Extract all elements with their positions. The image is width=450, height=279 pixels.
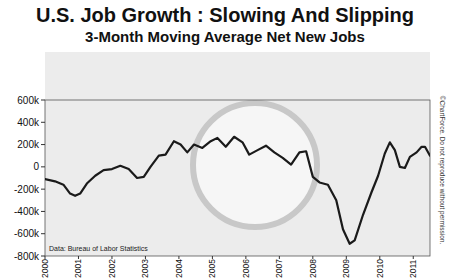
y-tick-label: -800k (14, 251, 40, 262)
plot-background (45, 52, 430, 256)
x-tick-label: 2007 (274, 259, 284, 278)
x-tick-label: 2001 (73, 259, 83, 278)
x-tick (145, 256, 146, 259)
x-tick-label: 2002 (107, 259, 117, 278)
y-tick-label: -200k (14, 184, 40, 195)
x-tick (413, 256, 414, 259)
x-tick (178, 256, 179, 259)
y-tick (41, 144, 45, 145)
x-tick (245, 256, 246, 259)
x-tick-label: 2009 (341, 259, 351, 278)
plot-frame (45, 100, 430, 256)
x-tick-label: 2011 (408, 259, 418, 278)
subtitle: 3-Month Moving Average Net New Jobs (85, 28, 365, 45)
y-tick-label: 200k (17, 139, 40, 150)
x-tick (346, 256, 347, 259)
x-tick (45, 256, 46, 259)
x-tick-label: 2005 (207, 259, 217, 278)
x-tick-label: 2000 (40, 259, 50, 278)
magnifier-decoration (193, 103, 317, 227)
x-tick-label: 2003 (140, 259, 150, 278)
x-tick-label: 2008 (308, 259, 318, 278)
x-tick-label: 2004 (174, 259, 184, 278)
x-tick-label: 2006 (241, 259, 251, 278)
copyright-note: ©ChartForce. Do not reproduce without pe… (438, 96, 446, 245)
y-tick-label: 600k (17, 95, 40, 106)
series-line (45, 137, 430, 244)
y-tick-label: -600k (14, 228, 40, 239)
x-tick (279, 256, 280, 259)
y-tick (41, 211, 45, 212)
y-tick (41, 122, 45, 123)
y-tick (41, 166, 45, 167)
x-tick (111, 256, 112, 259)
series-group (45, 137, 430, 244)
y-tick-label: 400k (17, 117, 40, 128)
x-tick (312, 256, 313, 259)
x-tick-label: 2010 (375, 259, 385, 278)
y-tick (41, 233, 45, 234)
y-tick-label: -400k (14, 206, 40, 217)
title: U.S. Job Growth : Slowing And Slipping (36, 4, 414, 26)
y-tick (41, 189, 45, 190)
y-tick (41, 100, 45, 101)
y-tick (41, 256, 45, 257)
y-tick-label: 0 (33, 161, 39, 172)
x-tick (379, 256, 380, 259)
source-note: Data: Bureau of Labor Statistics (49, 245, 148, 252)
x-tick (212, 256, 213, 259)
x-tick (78, 256, 79, 259)
chart: U.S. Job Growth : Slowing And Slipping 3-… (0, 0, 450, 279)
